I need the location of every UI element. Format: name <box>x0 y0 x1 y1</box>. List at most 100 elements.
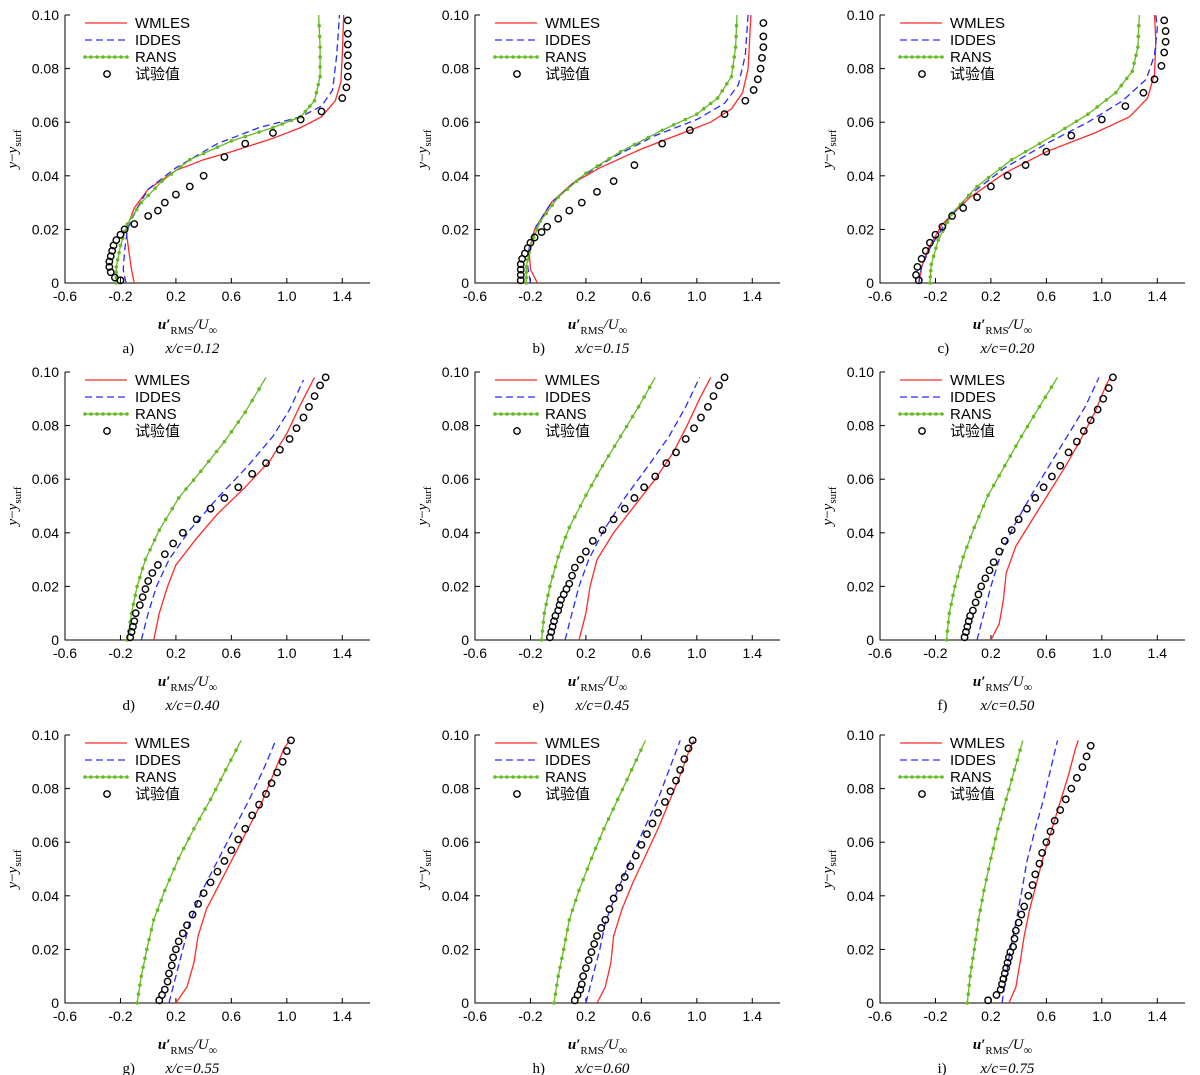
legend-swatch <box>103 790 111 798</box>
data-point <box>684 744 693 753</box>
data-point <box>275 445 284 454</box>
data-point <box>526 238 535 247</box>
series-exp <box>960 373 1117 642</box>
y-tick-label: 0.06 <box>847 471 874 487</box>
series-marker <box>215 145 220 150</box>
series-marker <box>968 535 973 540</box>
legend-swatch-dot <box>113 412 117 416</box>
y-axis-label-main: y <box>820 161 836 170</box>
data-point <box>565 579 574 588</box>
series-marker <box>257 130 261 134</box>
legend-swatch-dot <box>107 775 111 779</box>
legend-swatch-dot <box>493 412 497 416</box>
series-exp <box>984 741 1095 1005</box>
x-tick-label: 0.6 <box>222 1008 242 1024</box>
x-axis-label: u′RMS/U∞ <box>568 1037 627 1057</box>
data-point <box>987 182 995 191</box>
data-point <box>759 43 768 52</box>
series-marker <box>967 983 971 987</box>
legend-label-wmles: WMLES <box>135 372 190 389</box>
y-tick-label: 0 <box>461 275 469 291</box>
series-marker <box>996 827 1000 831</box>
y-tick-label: 0 <box>461 632 469 648</box>
series-marker <box>567 918 572 922</box>
series-marker <box>1014 444 1018 448</box>
data-point <box>1056 461 1065 470</box>
legend-swatch-dot <box>83 412 87 416</box>
series-marker <box>977 514 981 519</box>
legend-swatch-dot <box>89 775 93 779</box>
x-axis-label-div: /U <box>1008 317 1025 333</box>
data-point <box>1079 427 1088 435</box>
series-marker <box>1136 45 1140 49</box>
series-marker <box>595 164 600 168</box>
x-tick-label: -0.6 <box>463 288 487 304</box>
series-line <box>527 14 749 284</box>
x-tick-label: 1.4 <box>333 1008 353 1024</box>
legend-swatch-dot <box>940 55 944 59</box>
data-point <box>662 459 671 468</box>
y-tick-label: 0.08 <box>442 781 469 797</box>
series-marker <box>303 109 308 114</box>
legend-label-rans: RANS <box>135 406 177 423</box>
panel-letter: h) <box>533 1061 546 1075</box>
series-marker <box>991 846 996 851</box>
y-axis-label-main-2: y <box>820 503 836 512</box>
series-rans <box>539 377 656 642</box>
x-tick-label: -0.6 <box>463 645 487 661</box>
series-marker <box>961 555 965 559</box>
data-point <box>530 233 539 242</box>
legend-label-exp: 试验值 <box>545 423 590 440</box>
y-axis-label-main-2: y <box>5 866 21 875</box>
series-marker <box>1019 434 1024 439</box>
legend-swatch-dot <box>922 775 926 779</box>
legend-swatch-dot <box>83 55 87 59</box>
x-axis-label: u′RMS/U∞ <box>158 317 217 337</box>
series-marker <box>187 836 191 841</box>
series-marker <box>1134 53 1138 57</box>
x-tick-label: 0.2 <box>981 645 1001 661</box>
series-marker <box>317 34 322 39</box>
data-point <box>1028 881 1037 889</box>
legend-label-wmles: WMLES <box>545 15 600 32</box>
series-marker <box>944 638 949 642</box>
legend-swatch-dot <box>517 55 521 59</box>
data-point <box>998 980 1006 989</box>
data-point <box>715 381 723 390</box>
series-marker <box>524 265 529 269</box>
data-point <box>989 558 998 567</box>
legend-label-exp: 试验值 <box>950 786 995 803</box>
series-marker <box>936 238 941 242</box>
x-tick-label: 0.6 <box>632 645 652 661</box>
y-axis-label-minus: − <box>820 153 836 161</box>
series-wmles <box>1008 740 1079 1004</box>
series-marker <box>308 104 312 108</box>
data-point <box>1003 171 1012 180</box>
legend-label-iddes: IDDES <box>135 32 181 49</box>
data-point <box>305 402 313 411</box>
x-axis-label-main: u′ <box>973 317 986 333</box>
x-axis-label-inf: ∞ <box>619 680 628 694</box>
legend-swatch-dot <box>113 775 117 779</box>
axes-frame <box>879 735 1185 1004</box>
legend-swatch-dot <box>505 55 509 59</box>
x-tick-label: 1.4 <box>1148 1008 1168 1024</box>
data-point <box>720 110 729 119</box>
y-tick-label: 0.04 <box>442 168 469 184</box>
series-marker <box>191 478 196 482</box>
series-marker <box>972 947 977 952</box>
data-point <box>1002 964 1011 973</box>
data-point <box>648 819 657 828</box>
series-marker <box>1037 405 1042 409</box>
series-marker <box>597 836 602 841</box>
y-axis-label-sub: surf <box>827 849 839 866</box>
series-marker <box>611 807 615 811</box>
series-marker <box>715 96 720 100</box>
data-point <box>931 230 940 239</box>
series-marker <box>203 807 207 811</box>
series-marker <box>141 965 145 970</box>
y-tick-label: 0.06 <box>32 114 59 130</box>
x-axis-label-inf: ∞ <box>619 323 628 337</box>
x-axis-label-sub: RMS <box>985 1045 1008 1057</box>
